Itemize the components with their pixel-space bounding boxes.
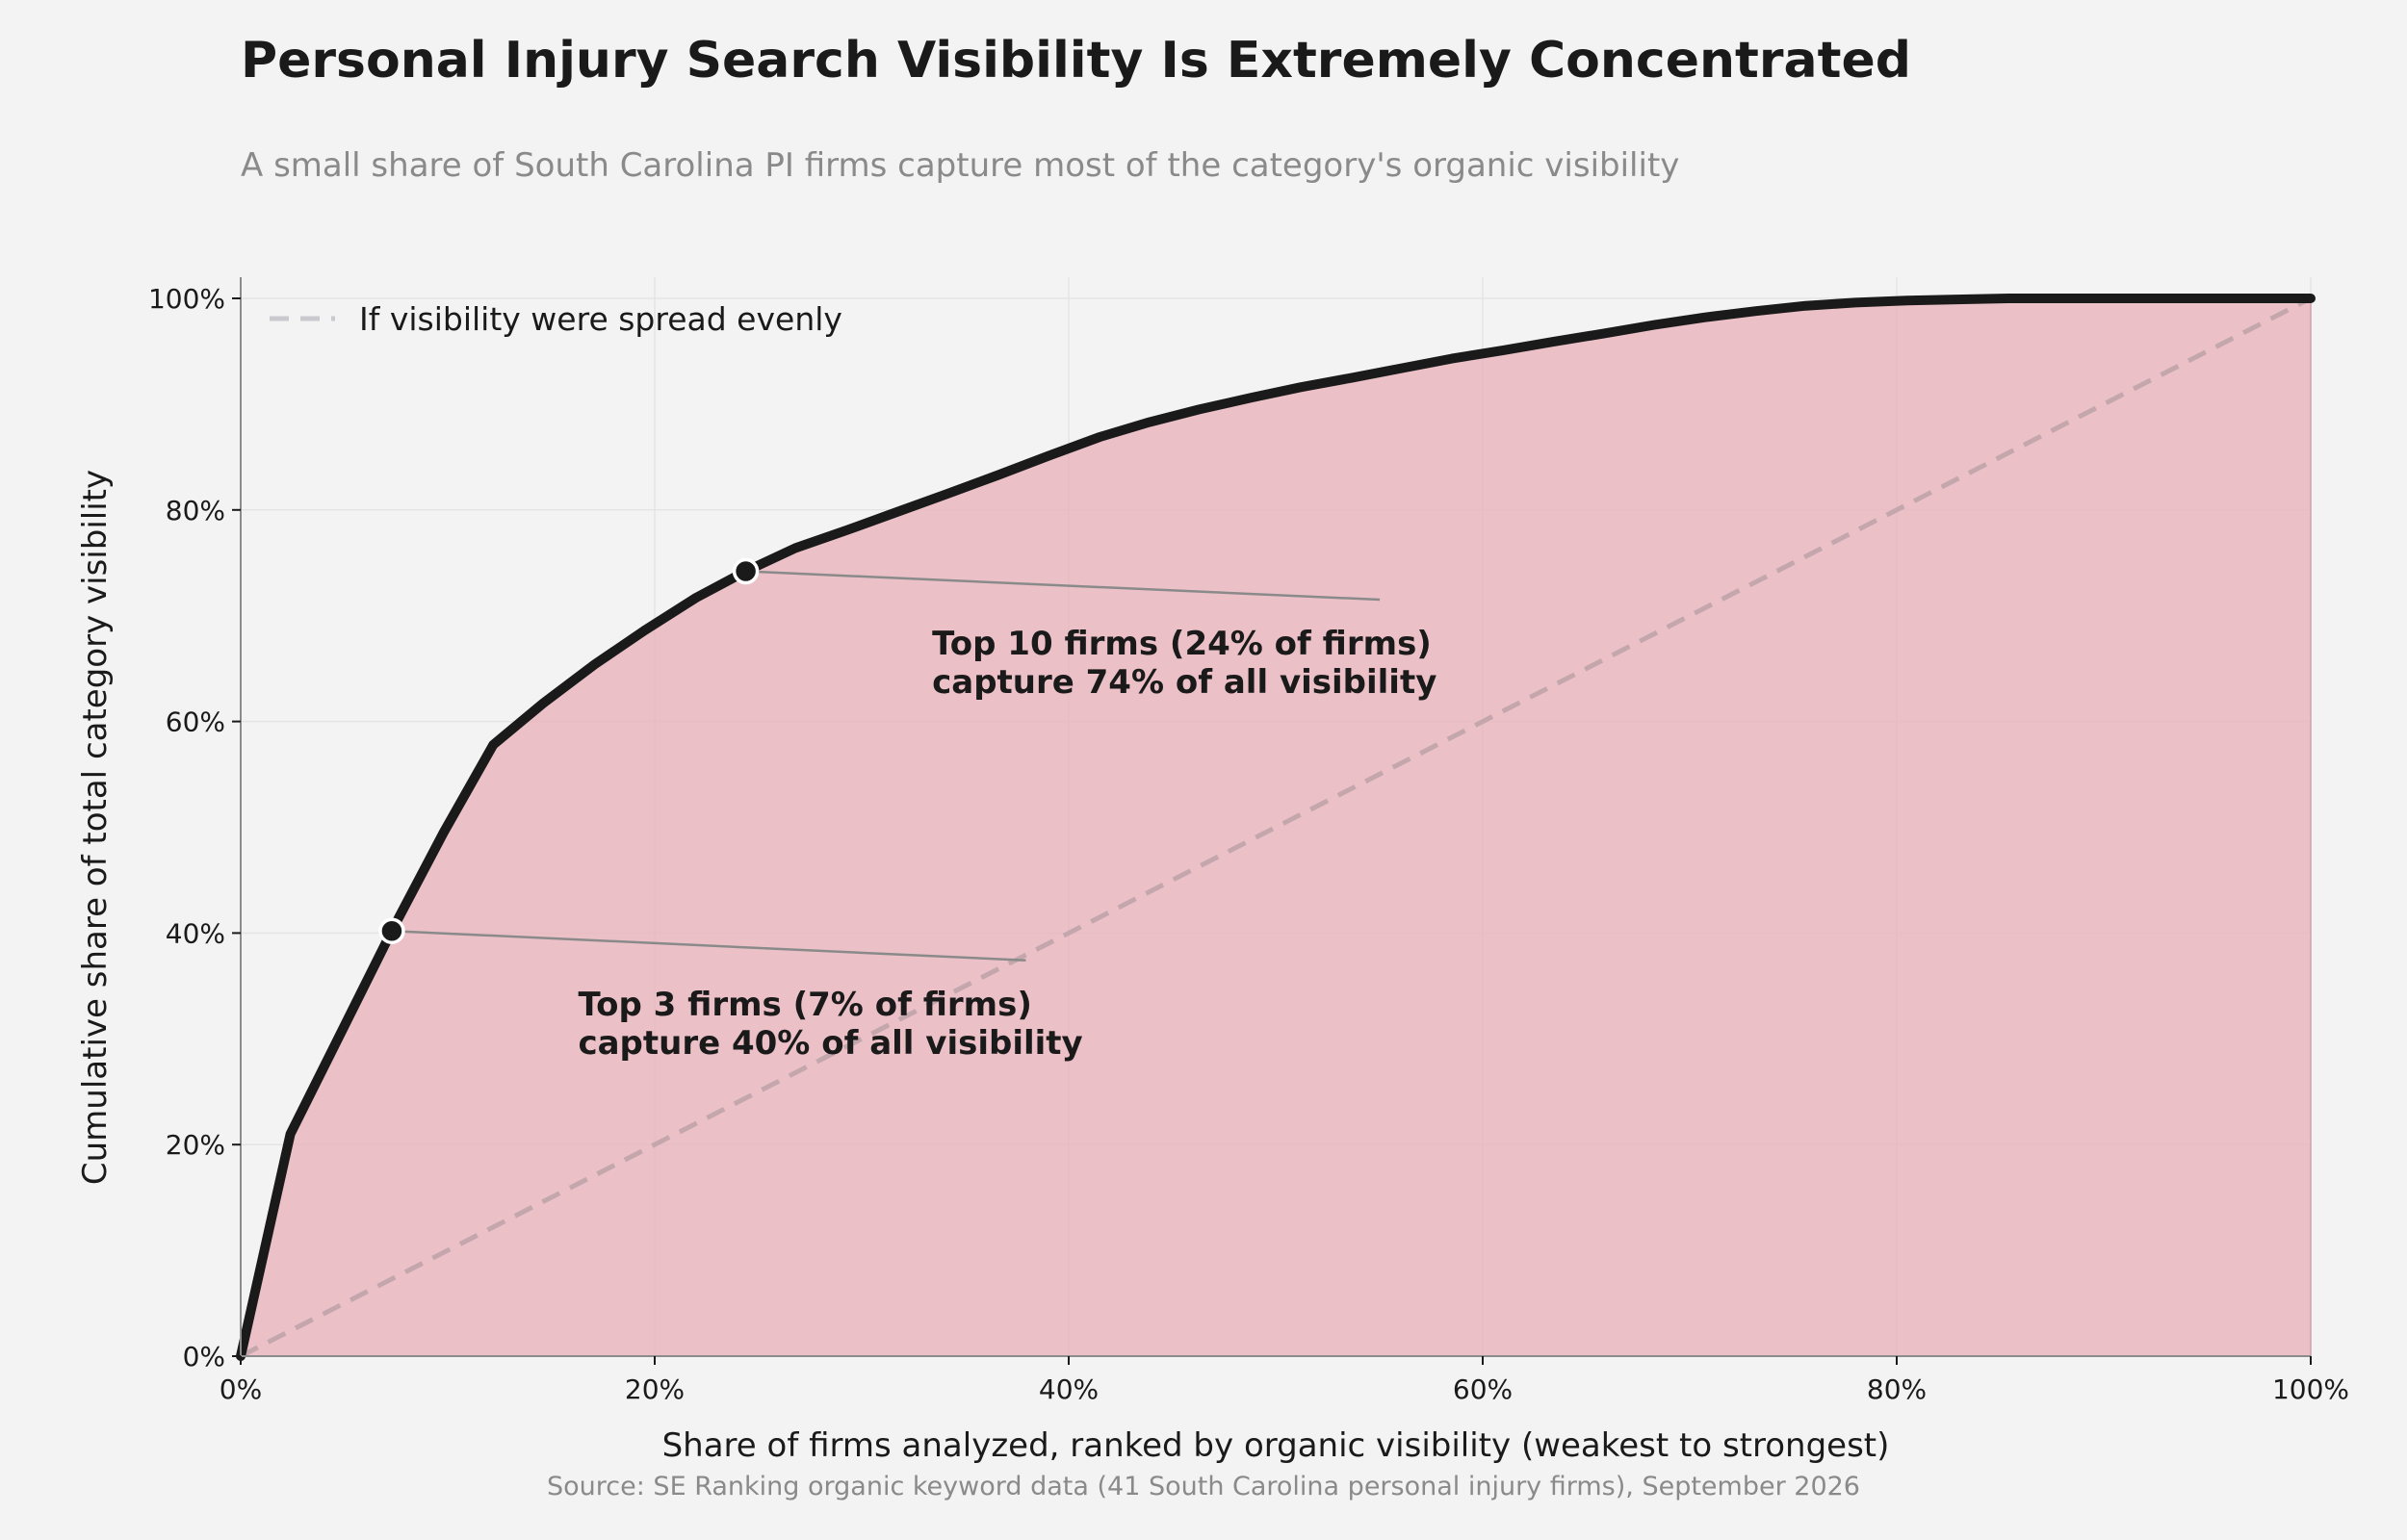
cumulative-visibility-line	[236, 294, 2316, 1361]
chart-subtitle: A small share of South Carolina PI firms…	[241, 146, 1679, 185]
annotation-label: Top 3 firms (7% of firms)	[578, 986, 1031, 1024]
axes	[240, 277, 2311, 1357]
legend: If visibility were spread evenly	[270, 300, 842, 338]
x-tick-label: 80%	[1867, 1373, 1927, 1405]
annotation-label: capture 74% of all visibility	[932, 663, 1436, 702]
y-tick-label: 100%	[148, 283, 225, 315]
annotation-marker	[378, 917, 405, 944]
annotations: Top 3 firms (7% of firms)capture 40% of …	[378, 557, 1436, 1063]
legend-label: If visibility were spread evenly	[359, 300, 842, 338]
y-tick-label: 20%	[166, 1129, 225, 1161]
x-tick-label: 0%	[220, 1373, 262, 1405]
x-tick-label: 40%	[1039, 1373, 1099, 1405]
annotation-connector	[391, 929, 1026, 962]
source-note: Source: SE Ranking organic keyword data …	[547, 1472, 1860, 1502]
y-tick-label: 0%	[183, 1341, 225, 1373]
x-axis-label: Share of firms analyzed, ranked by organ…	[662, 1426, 1890, 1465]
y-axis-label: Cumulative share of total category visib…	[76, 470, 115, 1185]
y-tick-label: 60%	[166, 706, 225, 738]
annotation-connector	[745, 570, 1381, 602]
y-tick-label: 40%	[166, 917, 225, 949]
annotation-label: capture 40% of all visibility	[578, 1024, 1082, 1063]
x-tick-label: 100%	[2272, 1373, 2349, 1405]
annotation-label: Top 10 firms (24% of firms)	[932, 625, 1432, 663]
x-tick-label: 20%	[625, 1373, 685, 1405]
y-tick-label: 80%	[166, 495, 225, 526]
even-distribution-line	[239, 295, 2313, 1359]
x-tick-label: 60%	[1453, 1373, 1513, 1405]
annotation-marker	[732, 557, 760, 585]
chart-title: Personal Injury Search Visibility Is Ext…	[241, 32, 1911, 90]
tick-labels: 0% 20% 40% 60% 80% 100% 0% 20% 40% 60% 80% 100%	[148, 283, 2349, 1405]
